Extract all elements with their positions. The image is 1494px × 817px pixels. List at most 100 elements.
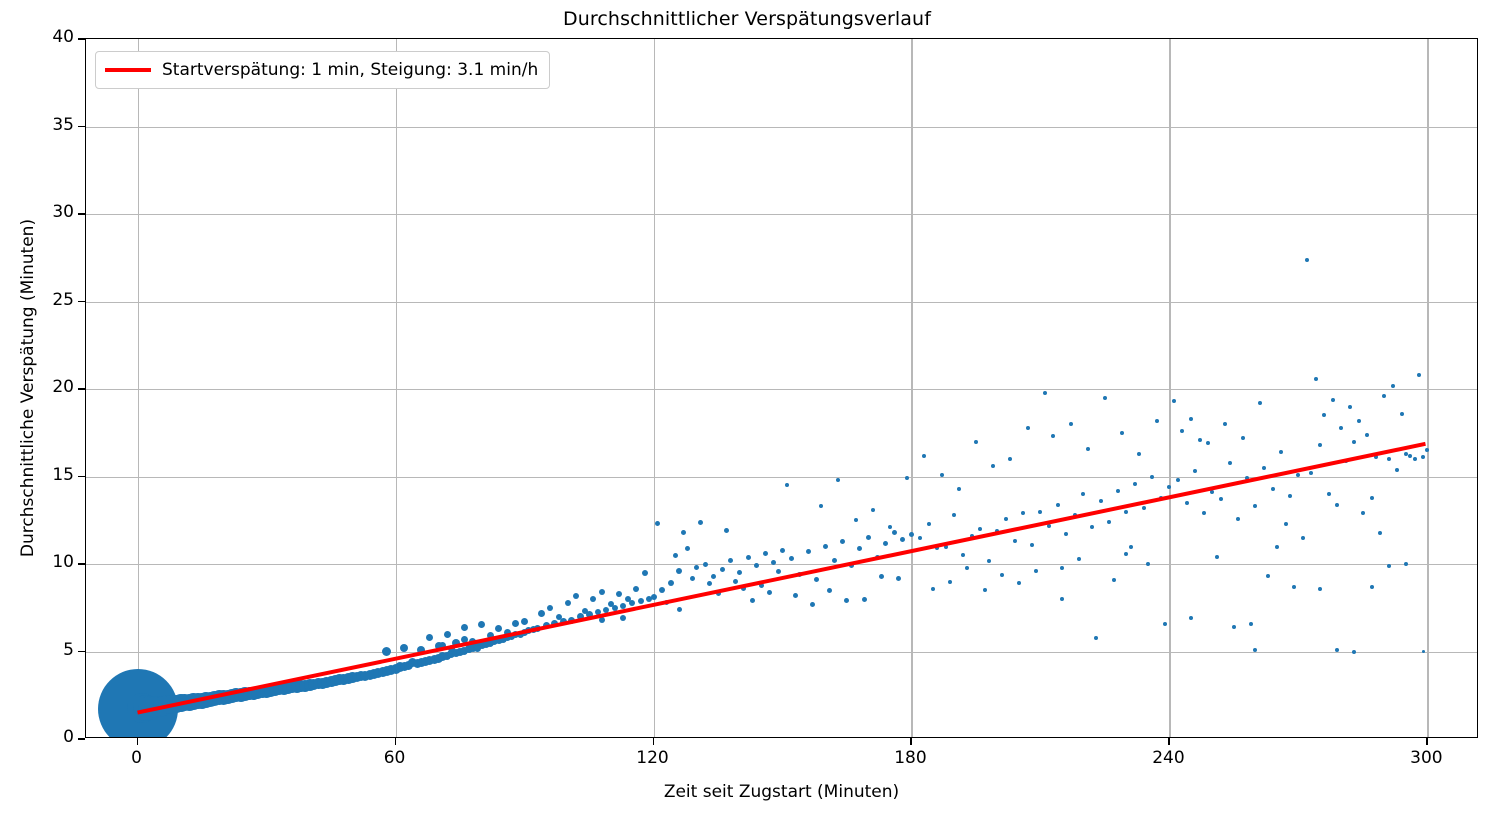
scatter-point — [629, 599, 636, 606]
scatter-point — [754, 563, 760, 569]
scatter-point — [1240, 436, 1245, 440]
scatter-point — [486, 632, 494, 640]
y-tick-label: 35 — [52, 114, 74, 135]
scatter-point — [1141, 506, 1146, 510]
scatter-point — [477, 641, 486, 650]
scatter-point — [741, 586, 747, 591]
scatter-point — [1369, 495, 1374, 500]
scatter-point — [1214, 555, 1219, 559]
scatter-point — [702, 561, 708, 567]
y-tick-label: 30 — [52, 202, 74, 222]
scatter-point — [1047, 523, 1052, 528]
scatter-point — [762, 551, 768, 556]
scatter-point — [1111, 577, 1116, 582]
scatter-point — [840, 538, 846, 544]
scatter-point — [598, 617, 605, 623]
scatter-point — [1335, 502, 1340, 507]
scatter-point — [1059, 597, 1064, 601]
scatter-point — [1317, 586, 1322, 591]
scatter-point — [590, 596, 597, 602]
scatter-point — [922, 453, 927, 458]
y-tick-label: 10 — [52, 552, 74, 572]
scatter-point — [1042, 390, 1047, 395]
y-tick-label: 0 — [63, 727, 74, 747]
scatter-point — [1352, 649, 1357, 654]
scatter-point — [1305, 257, 1310, 262]
scatter-point — [1369, 584, 1374, 589]
scatter-point — [891, 530, 897, 535]
plot-area — [85, 38, 1478, 738]
scatter-point — [1309, 471, 1314, 475]
scatter-point — [1360, 511, 1365, 516]
y-tick-mark — [78, 650, 85, 653]
x-tick-label: 0 — [131, 748, 142, 768]
scatter-point — [935, 546, 940, 551]
scatter-point — [1102, 395, 1107, 400]
scatter-point — [1266, 574, 1271, 579]
x-tick-mark — [1426, 738, 1428, 745]
scatter-point — [1421, 455, 1426, 460]
scatter-point — [771, 559, 777, 565]
scatter-point — [434, 642, 443, 651]
scatter-point — [1184, 500, 1189, 505]
scatter-point — [611, 604, 618, 611]
scatter-point — [719, 566, 725, 572]
scatter-point — [1412, 457, 1417, 461]
scatter-point — [930, 586, 935, 591]
scatter-point — [853, 518, 858, 523]
scatter-point — [603, 606, 610, 613]
scatter-point — [624, 596, 631, 602]
scatter-point — [1094, 635, 1099, 640]
scatter-point — [672, 552, 678, 558]
gridline-horizontal — [86, 651, 1477, 653]
scatter-point — [1244, 476, 1249, 481]
x-tick-label: 300 — [1410, 748, 1443, 768]
scatter-point — [1373, 455, 1378, 460]
x-tick-label: 180 — [894, 748, 927, 768]
scatter-point — [685, 545, 691, 551]
scatter-point — [494, 636, 503, 645]
scatter-point — [1274, 544, 1279, 549]
scatter-point — [655, 521, 661, 527]
scatter-point — [637, 597, 644, 604]
x-axis-label: Zeit seit Zugstart (Minuten) — [663, 782, 900, 802]
scatter-point — [918, 535, 923, 540]
y-tick-label: 20 — [52, 377, 74, 397]
scatter-point — [676, 607, 682, 612]
scatter-point — [1133, 481, 1138, 486]
scatter-point — [1391, 383, 1395, 388]
scatter-point — [865, 535, 871, 541]
scatter-point — [711, 573, 717, 579]
scatter-point — [1120, 430, 1125, 435]
scatter-point — [1098, 499, 1103, 503]
scatter-point — [1236, 516, 1241, 521]
scatter-point — [1253, 504, 1258, 509]
scatter-point — [810, 601, 816, 607]
scatter-points-layer — [86, 39, 1477, 737]
scatter-point — [616, 590, 623, 597]
x-tick-label: 120 — [636, 748, 669, 768]
scatter-point — [857, 545, 863, 551]
scatter-point — [1064, 532, 1069, 537]
scatter-point — [1253, 647, 1258, 652]
scatter-point — [607, 601, 614, 608]
scatter-point — [758, 582, 764, 588]
scatter-point — [870, 507, 875, 512]
gridline-horizontal — [86, 476, 1477, 478]
scatter-point — [986, 558, 991, 563]
gridline-horizontal — [86, 389, 1477, 391]
scatter-point — [1408, 453, 1413, 458]
scatter-point — [447, 650, 456, 659]
scatter-point — [1085, 446, 1090, 451]
scatter-point — [1382, 394, 1387, 398]
scatter-point — [780, 547, 785, 553]
scatter-point — [1176, 478, 1181, 482]
scatter-point — [1025, 425, 1030, 430]
chart-title: Durchschnittlicher Verspätungsverlauf — [563, 8, 931, 30]
scatter-point — [681, 530, 687, 535]
scatter-point — [952, 513, 957, 517]
y-tick-label: 15 — [52, 464, 74, 485]
scatter-point — [792, 593, 798, 598]
gridline-vertical — [1427, 39, 1429, 737]
scatter-point — [481, 639, 490, 648]
